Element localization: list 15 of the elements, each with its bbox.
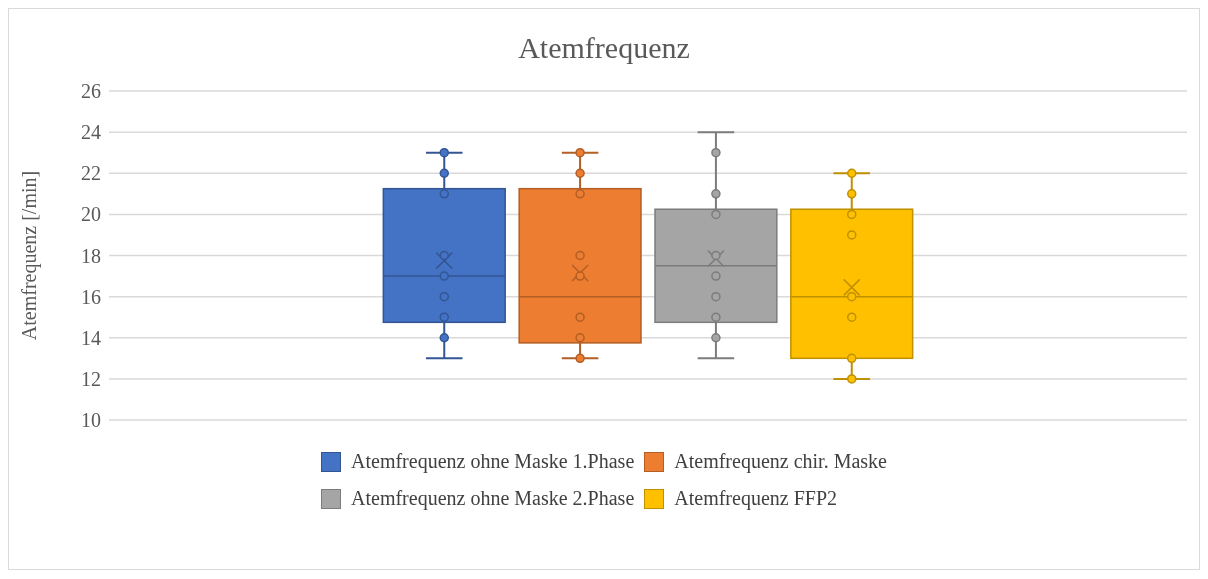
y-tick-label: 16 — [81, 285, 101, 308]
legend-label: Atemfrequenz ohne Maske 1.Phase — [351, 450, 635, 473]
y-tick-label: 22 — [81, 162, 101, 185]
y-tick-label: 24 — [81, 121, 101, 144]
y-axis-title: Atemfrequenz [/min] — [18, 170, 42, 341]
legend-label: Atemfrequenz ohne Maske 2.Phase — [351, 487, 635, 510]
chart-title: Atemfrequenz — [518, 31, 690, 64]
legend-label: Atemfrequenz chir. Maske — [674, 450, 887, 473]
y-tick-label: 12 — [81, 367, 101, 390]
y-tick-label: 10 — [81, 409, 101, 432]
y-tick-label: 26 — [81, 80, 101, 103]
y-tick-label: 18 — [81, 244, 101, 267]
legend-label: Atemfrequenz FFP2 — [674, 487, 838, 510]
y-tick-label: 14 — [81, 326, 101, 349]
y-tick-label: 20 — [81, 203, 101, 226]
